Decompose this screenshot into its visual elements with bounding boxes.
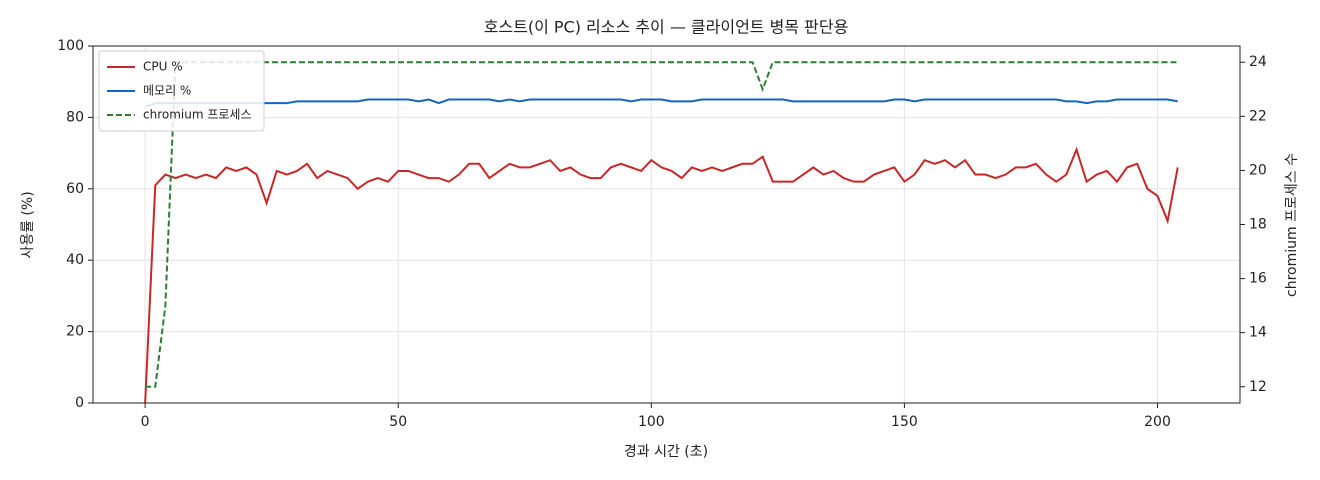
y2-tick-label: 16 <box>1249 271 1267 287</box>
data-line <box>145 61 1178 388</box>
y2-tick-label: 22 <box>1249 108 1267 124</box>
legend-label: chromium 프로세스 <box>143 108 252 122</box>
legend-label: CPU % <box>143 60 183 74</box>
y2-axis-label: chromium 프로세스 수 <box>1284 153 1300 297</box>
data-line <box>144 146 1179 404</box>
legend: CPU % 메모리 % chromium 프로세스 <box>98 50 265 132</box>
y2-tick-label: 20 <box>1249 162 1267 178</box>
legend-label: 메모리 % <box>143 84 191 98</box>
y2-tick-label: 12 <box>1249 379 1267 395</box>
chart-title: 호스트(이 PC) 리소스 추이 — 클라이언트 병목 판단용 <box>484 18 849 37</box>
data-line <box>144 98 1178 108</box>
y-tick-label: 60 <box>66 181 84 197</box>
x-tick-label: 0 <box>141 414 150 430</box>
y-tick-label: 20 <box>66 324 84 340</box>
y-tick-label: 40 <box>66 252 84 268</box>
x-axis-label: 경과 시간 (초) <box>624 444 708 460</box>
y2-tick-label: 24 <box>1249 54 1267 70</box>
plot-frame <box>92 45 1241 404</box>
legend-box <box>98 50 265 132</box>
y-axis-label: 사용률 (%) <box>20 191 36 258</box>
x-tick-label: 50 <box>389 414 407 430</box>
y2-tick-label: 14 <box>1249 325 1267 341</box>
x-tick-label: 100 <box>638 414 665 430</box>
y-tick-label: 80 <box>66 109 84 125</box>
y-tick-label: 100 <box>57 38 84 54</box>
x-tick-label: 200 <box>1144 414 1171 430</box>
x-tick-label: 150 <box>891 414 918 430</box>
y-tick-label: 0 <box>75 395 84 411</box>
y2-tick-label: 18 <box>1249 217 1267 233</box>
